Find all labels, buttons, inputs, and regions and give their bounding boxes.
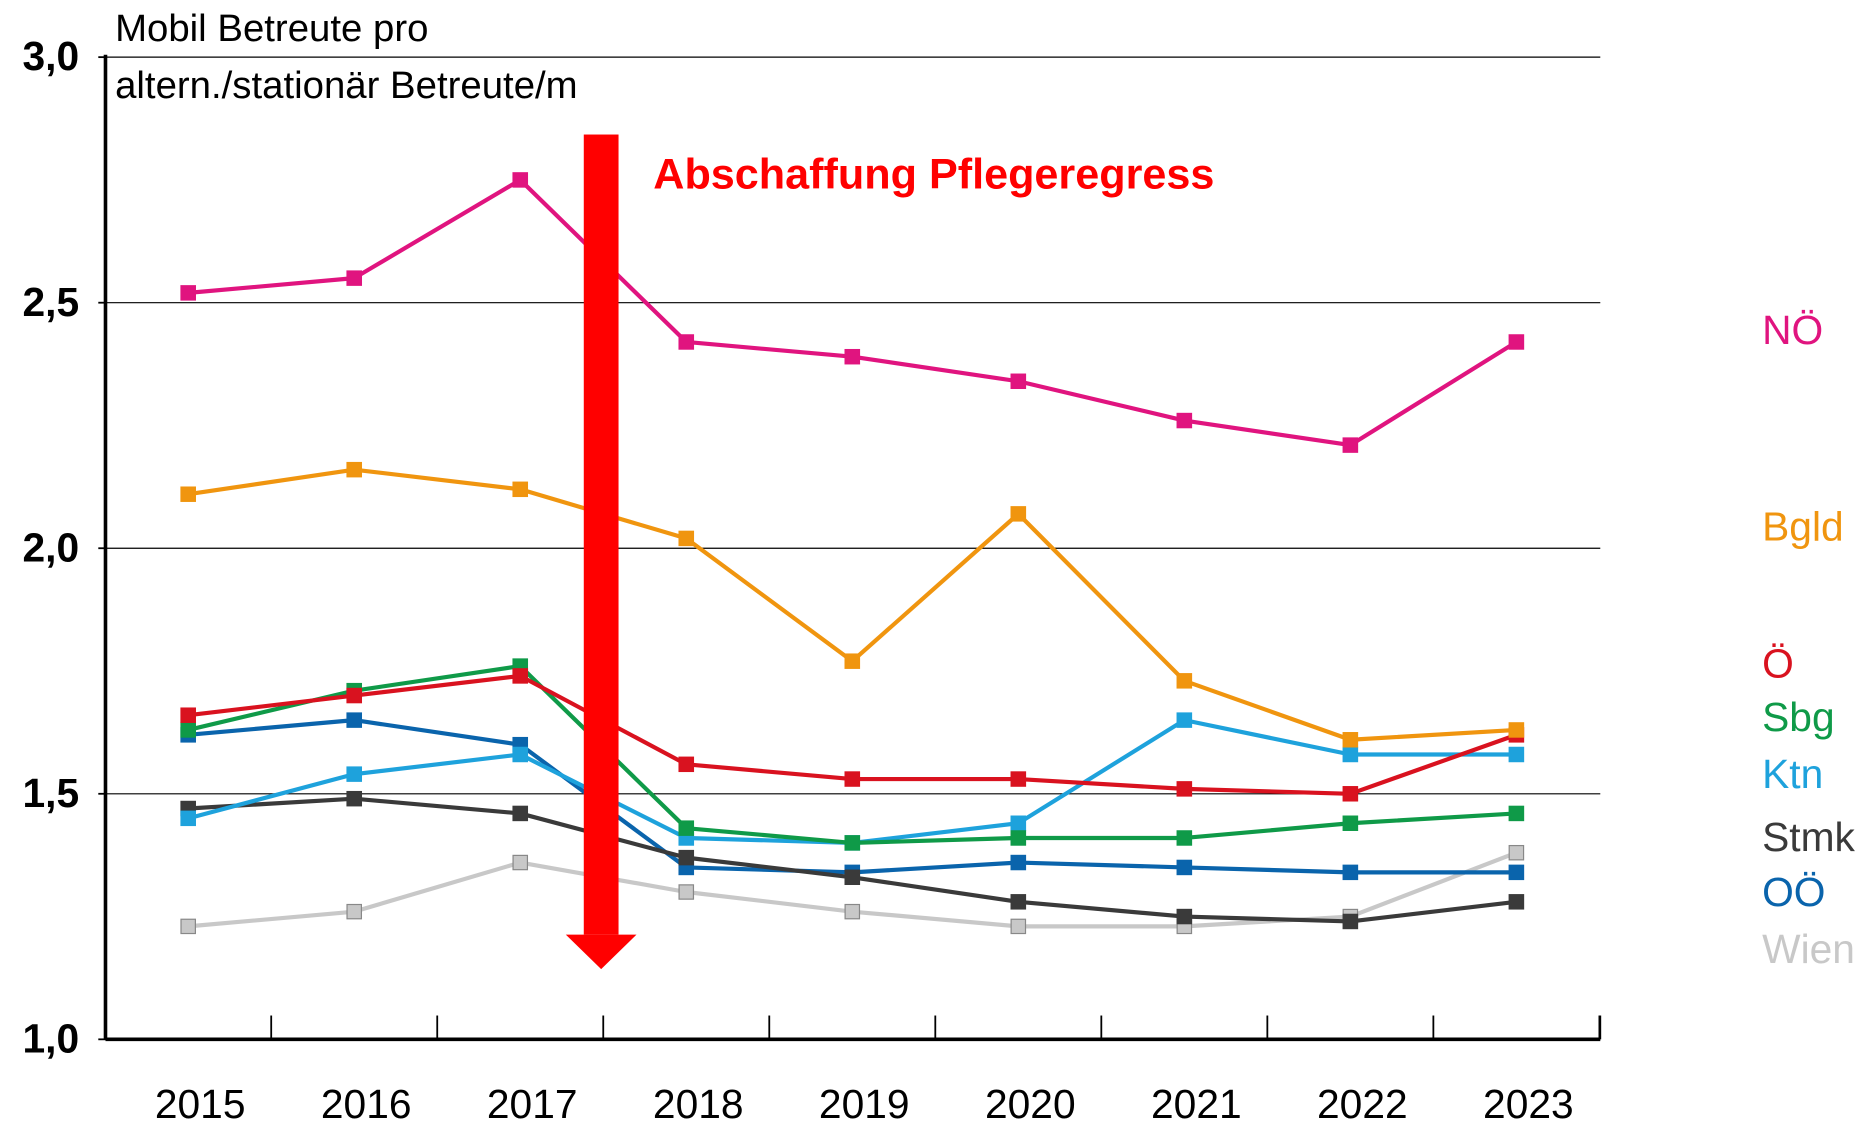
legend-label: NÖ: [1762, 307, 1823, 353]
marker: [512, 481, 529, 498]
marker: [512, 172, 529, 188]
y-tick-label: 2,0: [22, 524, 79, 570]
marker: [678, 849, 695, 866]
legend-label: Wien: [1762, 926, 1855, 972]
marker: [1508, 334, 1525, 350]
marker: [1176, 908, 1193, 925]
marker: [180, 285, 196, 301]
marker: [1508, 894, 1525, 910]
legend-label: OÖ: [1762, 869, 1825, 915]
y-tick-label: 3,0: [22, 33, 79, 79]
marker: [1010, 815, 1027, 831]
marker: [844, 869, 861, 886]
marker: [346, 687, 363, 704]
marker: [346, 712, 363, 728]
marker: [346, 790, 363, 807]
marker: [1342, 815, 1359, 831]
marker: [1010, 771, 1027, 787]
x-tick-label: 2019: [819, 1081, 910, 1127]
x-tick-label: 2022: [1317, 1081, 1408, 1127]
annotation: Abschaffung Pflegeregress: [653, 151, 1214, 199]
x-tick-label: 2018: [653, 1081, 744, 1127]
marker: [512, 746, 529, 763]
marker: [1010, 506, 1027, 522]
marker: [1176, 712, 1193, 728]
marker: [1342, 864, 1359, 881]
legend-label: Ktn: [1762, 751, 1823, 797]
marker: [1508, 864, 1525, 881]
marker: [678, 884, 695, 900]
marker: [346, 461, 363, 478]
marker: [1508, 722, 1525, 738]
marker: [512, 854, 529, 871]
marker: [1342, 746, 1359, 763]
marker: [1176, 412, 1193, 429]
marker: [844, 348, 861, 365]
marker: [1342, 913, 1359, 930]
marker: [180, 722, 196, 738]
y-axis-label: Mobil Betreute pro: [115, 7, 428, 50]
marker: [1010, 854, 1027, 871]
marker: [1176, 673, 1193, 689]
x-tick-label: 2021: [1151, 1081, 1242, 1127]
marker: [1010, 830, 1027, 846]
series-line: [188, 177, 1518, 448]
y-tick-label: 1,5: [22, 770, 79, 816]
x-tick-label: 2023: [1483, 1081, 1574, 1127]
marker: [180, 486, 196, 502]
x-tick-label: 2015: [155, 1081, 246, 1127]
marker: [180, 810, 196, 827]
marker: [678, 530, 695, 547]
marker: [1176, 781, 1193, 797]
marker: [844, 903, 861, 920]
marker: [1508, 805, 1525, 822]
marker: [1342, 786, 1359, 802]
marker: [1176, 859, 1193, 876]
x-tick-label: 2017: [487, 1081, 578, 1127]
marker: [1508, 746, 1525, 763]
marker: [1508, 844, 1525, 861]
marker: [180, 707, 196, 723]
legend-label: Bgld: [1762, 504, 1844, 550]
marker: [512, 668, 529, 684]
marker: [844, 835, 861, 851]
marker: [180, 918, 196, 935]
legend-label: Sbg: [1762, 694, 1835, 740]
marker: [1010, 373, 1027, 390]
marker: [678, 756, 695, 773]
marker: [1010, 918, 1027, 935]
x-tick-label: 2020: [985, 1081, 1076, 1127]
marker: [1176, 830, 1193, 846]
marker: [678, 334, 695, 350]
marker: [512, 805, 529, 822]
y-tick-label: 1,0: [22, 1016, 79, 1062]
annotation-arrow: [583, 134, 619, 935]
marker: [1342, 732, 1359, 748]
marker: [1342, 437, 1359, 453]
legend-label: Ö: [1762, 641, 1794, 687]
marker: [346, 766, 363, 782]
series-line: [187, 467, 1517, 742]
marker: [346, 270, 363, 286]
marker: [678, 820, 695, 836]
marker: [844, 653, 861, 669]
marker: [346, 903, 363, 920]
legend-label: Stmk: [1762, 814, 1856, 860]
y-axis-label: altern./stationär Betreute/m: [115, 64, 578, 107]
x-tick-label: 2016: [321, 1081, 412, 1127]
annotation-arrowhead: [565, 934, 637, 970]
y-tick-label: 2,5: [22, 279, 79, 325]
marker: [844, 771, 861, 787]
marker: [1010, 894, 1027, 910]
